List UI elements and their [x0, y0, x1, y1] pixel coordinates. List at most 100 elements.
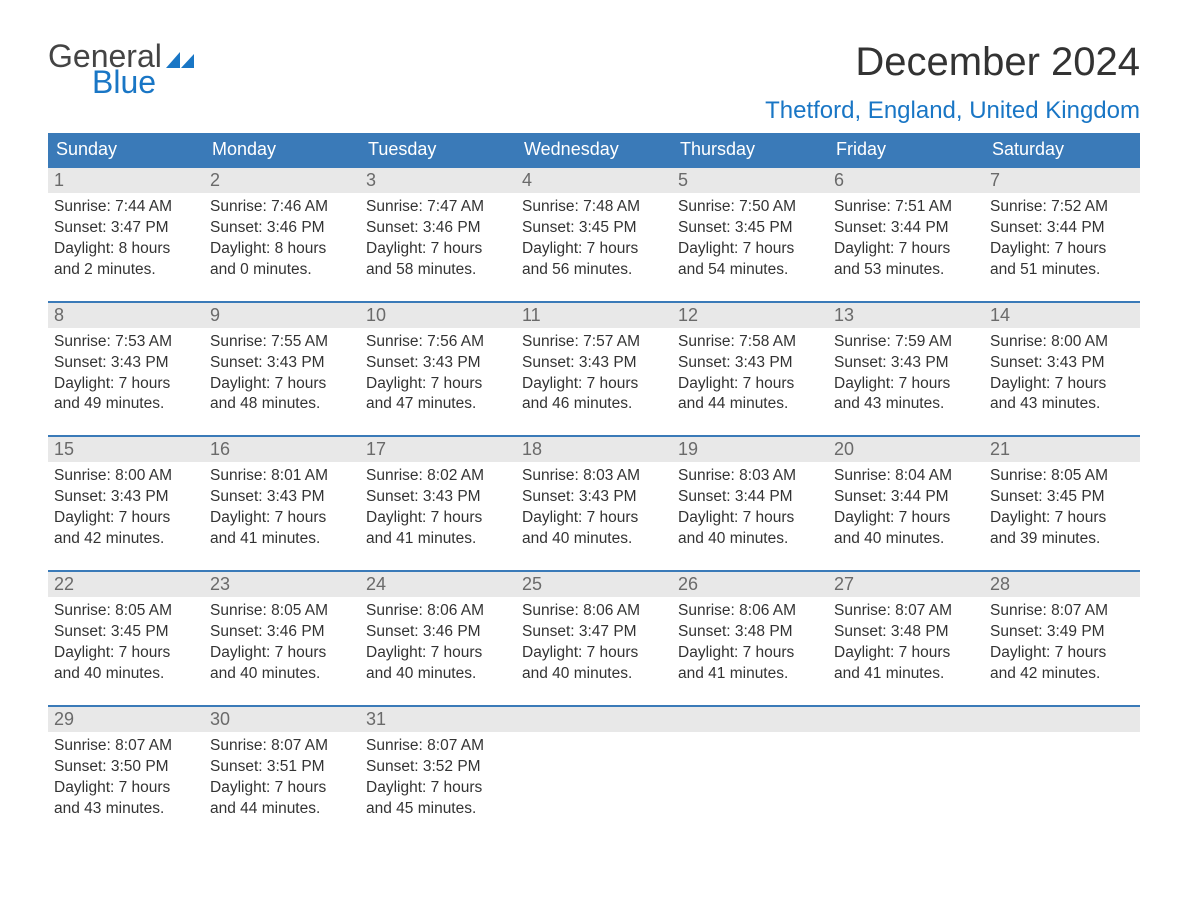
sunset-text: Sunset: 3:44 PM [678, 487, 822, 508]
calendar-day: 1Sunrise: 7:44 AMSunset: 3:47 PMDaylight… [48, 168, 204, 287]
day-number: 4 [522, 170, 532, 190]
day-body: Sunrise: 7:44 AMSunset: 3:47 PMDaylight:… [48, 193, 204, 287]
daylight-line1: Daylight: 8 hours [210, 239, 354, 260]
day-number-row [516, 707, 672, 732]
sunrise-text: Sunrise: 7:46 AM [210, 197, 354, 218]
day-number-row: 8 [48, 303, 204, 328]
day-number-row: 31 [360, 707, 516, 732]
daylight-line2: and 41 minutes. [834, 664, 978, 685]
sunrise-text: Sunrise: 7:47 AM [366, 197, 510, 218]
day-number: 5 [678, 170, 688, 190]
daylight-line2: and 53 minutes. [834, 260, 978, 281]
dow-friday: Friday [828, 133, 984, 166]
sunrise-text: Sunrise: 8:00 AM [990, 332, 1134, 353]
day-number: 21 [990, 439, 1010, 459]
sunset-text: Sunset: 3:44 PM [834, 218, 978, 239]
day-body: Sunrise: 7:58 AMSunset: 3:43 PMDaylight:… [672, 328, 828, 422]
day-body [828, 732, 984, 826]
day-body: Sunrise: 7:59 AMSunset: 3:43 PMDaylight:… [828, 328, 984, 422]
calendar-week: 1Sunrise: 7:44 AMSunset: 3:47 PMDaylight… [48, 166, 1140, 287]
day-body: Sunrise: 8:00 AMSunset: 3:43 PMDaylight:… [984, 328, 1140, 422]
day-number-row: 30 [204, 707, 360, 732]
day-body: Sunrise: 7:53 AMSunset: 3:43 PMDaylight:… [48, 328, 204, 422]
day-number-row: 20 [828, 437, 984, 462]
day-body: Sunrise: 7:48 AMSunset: 3:45 PMDaylight:… [516, 193, 672, 287]
day-number-row: 16 [204, 437, 360, 462]
day-body: Sunrise: 8:05 AMSunset: 3:45 PMDaylight:… [48, 597, 204, 691]
daylight-line1: Daylight: 7 hours [210, 374, 354, 395]
day-number: 2 [210, 170, 220, 190]
sunset-text: Sunset: 3:43 PM [522, 353, 666, 374]
day-number: 24 [366, 574, 386, 594]
sunset-text: Sunset: 3:46 PM [366, 218, 510, 239]
sunrise-text: Sunrise: 8:06 AM [678, 601, 822, 622]
sunset-text: Sunset: 3:45 PM [54, 622, 198, 643]
sunset-text: Sunset: 3:50 PM [54, 757, 198, 778]
sunset-text: Sunset: 3:48 PM [678, 622, 822, 643]
day-number-row: 14 [984, 303, 1140, 328]
daylight-line2: and 41 minutes. [210, 529, 354, 550]
day-body: Sunrise: 7:46 AMSunset: 3:46 PMDaylight:… [204, 193, 360, 287]
day-body: Sunrise: 8:06 AMSunset: 3:48 PMDaylight:… [672, 597, 828, 691]
day-number-row: 24 [360, 572, 516, 597]
day-number-row [984, 707, 1140, 732]
day-number: 23 [210, 574, 230, 594]
sunset-text: Sunset: 3:46 PM [366, 622, 510, 643]
day-body: Sunrise: 8:04 AMSunset: 3:44 PMDaylight:… [828, 462, 984, 556]
sunrise-text: Sunrise: 7:53 AM [54, 332, 198, 353]
sunrise-text: Sunrise: 8:05 AM [54, 601, 198, 622]
calendar-day: 24Sunrise: 8:06 AMSunset: 3:46 PMDayligh… [360, 572, 516, 691]
daylight-line1: Daylight: 7 hours [366, 239, 510, 260]
sunset-text: Sunset: 3:43 PM [366, 353, 510, 374]
day-number: 12 [678, 305, 698, 325]
dow-wednesday: Wednesday [516, 133, 672, 166]
daylight-line2: and 40 minutes. [834, 529, 978, 550]
sunset-text: Sunset: 3:43 PM [678, 353, 822, 374]
daylight-line2: and 40 minutes. [366, 664, 510, 685]
day-number-row [672, 707, 828, 732]
daylight-line1: Daylight: 7 hours [54, 374, 198, 395]
day-number-row: 4 [516, 168, 672, 193]
calendar-day: 30Sunrise: 8:07 AMSunset: 3:51 PMDayligh… [204, 707, 360, 826]
sunset-text: Sunset: 3:46 PM [210, 218, 354, 239]
daylight-line2: and 41 minutes. [678, 664, 822, 685]
day-body: Sunrise: 8:05 AMSunset: 3:45 PMDaylight:… [984, 462, 1140, 556]
daylight-line2: and 44 minutes. [678, 394, 822, 415]
daylight-line1: Daylight: 7 hours [54, 643, 198, 664]
day-number-row: 19 [672, 437, 828, 462]
day-number-row: 7 [984, 168, 1140, 193]
day-body: Sunrise: 8:07 AMSunset: 3:49 PMDaylight:… [984, 597, 1140, 691]
daylight-line2: and 40 minutes. [678, 529, 822, 550]
sunset-text: Sunset: 3:43 PM [210, 487, 354, 508]
daylight-line2: and 41 minutes. [366, 529, 510, 550]
calendar-day: 15Sunrise: 8:00 AMSunset: 3:43 PMDayligh… [48, 437, 204, 556]
daylight-line2: and 42 minutes. [990, 664, 1134, 685]
daylight-line1: Daylight: 7 hours [522, 643, 666, 664]
page-header: General Blue December 2024 Thetford, Eng… [48, 40, 1140, 125]
sunrise-text: Sunrise: 7:52 AM [990, 197, 1134, 218]
day-body: Sunrise: 7:47 AMSunset: 3:46 PMDaylight:… [360, 193, 516, 287]
calendar-day: 10Sunrise: 7:56 AMSunset: 3:43 PMDayligh… [360, 303, 516, 422]
calendar-day: 29Sunrise: 8:07 AMSunset: 3:50 PMDayligh… [48, 707, 204, 826]
day-number: 3 [366, 170, 376, 190]
day-number: 8 [54, 305, 64, 325]
day-body: Sunrise: 8:07 AMSunset: 3:50 PMDaylight:… [48, 732, 204, 826]
day-body: Sunrise: 8:02 AMSunset: 3:43 PMDaylight:… [360, 462, 516, 556]
day-number-row: 22 [48, 572, 204, 597]
dow-saturday: Saturday [984, 133, 1140, 166]
day-number-row: 17 [360, 437, 516, 462]
sunrise-text: Sunrise: 7:50 AM [678, 197, 822, 218]
sunset-text: Sunset: 3:45 PM [678, 218, 822, 239]
day-body: Sunrise: 8:07 AMSunset: 3:48 PMDaylight:… [828, 597, 984, 691]
daylight-line1: Daylight: 7 hours [990, 508, 1134, 529]
daylight-line1: Daylight: 8 hours [54, 239, 198, 260]
day-body: Sunrise: 7:57 AMSunset: 3:43 PMDaylight:… [516, 328, 672, 422]
calendar-day: 16Sunrise: 8:01 AMSunset: 3:43 PMDayligh… [204, 437, 360, 556]
day-body: Sunrise: 7:50 AMSunset: 3:45 PMDaylight:… [672, 193, 828, 287]
sunrise-text: Sunrise: 7:56 AM [366, 332, 510, 353]
day-number: 19 [678, 439, 698, 459]
day-number: 28 [990, 574, 1010, 594]
calendar-day [672, 707, 828, 826]
daylight-line2: and 45 minutes. [366, 799, 510, 820]
sunset-text: Sunset: 3:43 PM [54, 487, 198, 508]
